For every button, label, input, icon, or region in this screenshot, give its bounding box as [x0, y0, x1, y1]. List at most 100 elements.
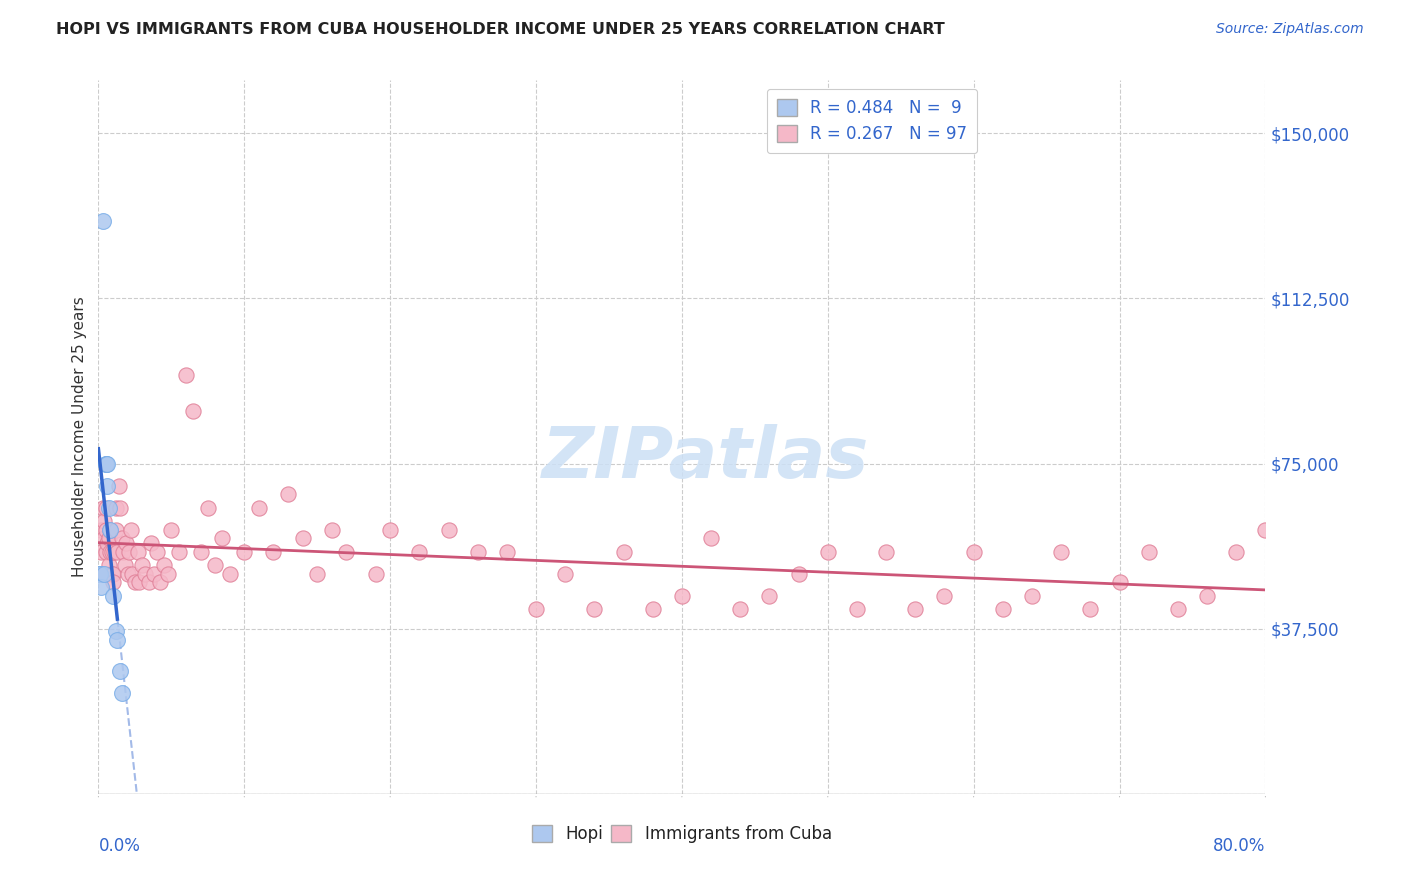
Point	[1167, 602, 1189, 616]
Point	[1021, 589, 1043, 603]
Point	[93, 514, 115, 528]
Point	[181, 403, 204, 417]
Point	[121, 566, 143, 581]
Point	[875, 544, 897, 558]
Point	[98, 544, 121, 558]
Point	[583, 602, 606, 616]
Point	[101, 566, 124, 581]
Point	[190, 544, 212, 558]
Point	[104, 523, 127, 537]
Point	[730, 602, 752, 616]
Point	[110, 664, 132, 678]
Point	[93, 566, 115, 581]
Legend: Hopi, Immigrants from Cuba: Hopi, Immigrants from Cuba	[526, 818, 838, 850]
Point	[117, 566, 139, 581]
Point	[612, 544, 634, 558]
Point	[197, 500, 219, 515]
Point	[307, 566, 329, 581]
Point	[94, 544, 117, 558]
Point	[962, 544, 984, 558]
Point	[554, 566, 576, 581]
Point	[167, 544, 190, 558]
Point	[146, 544, 169, 558]
Point	[157, 566, 180, 581]
Point	[467, 544, 489, 558]
Point	[1225, 544, 1247, 558]
Point	[1080, 602, 1102, 616]
Point	[817, 544, 839, 558]
Point	[128, 575, 150, 590]
Point	[100, 544, 122, 558]
Point	[1195, 589, 1218, 603]
Point	[91, 214, 114, 228]
Point	[131, 558, 153, 572]
Point	[671, 589, 693, 603]
Y-axis label: Householder Income Under 25 years: Householder Income Under 25 years	[72, 297, 87, 577]
Point	[94, 500, 117, 515]
Point	[1284, 544, 1306, 558]
Point	[127, 544, 149, 558]
Point	[105, 632, 128, 647]
Point	[90, 580, 112, 594]
Point	[218, 566, 240, 581]
Point	[700, 532, 723, 546]
Point	[90, 523, 112, 537]
Point	[149, 575, 172, 590]
Point	[1341, 610, 1364, 624]
Point	[100, 566, 122, 581]
Point	[934, 589, 956, 603]
Point	[1050, 544, 1073, 558]
Point	[89, 566, 111, 581]
Point	[204, 558, 226, 572]
Point	[134, 566, 156, 581]
Point	[524, 602, 547, 616]
Point	[335, 544, 357, 558]
Point	[94, 523, 117, 537]
Point	[111, 685, 134, 699]
Text: Source: ZipAtlas.com: Source: ZipAtlas.com	[1216, 22, 1364, 37]
Point	[96, 478, 118, 492]
Point	[94, 457, 117, 471]
Point	[89, 566, 111, 581]
Point	[96, 566, 118, 581]
Point	[96, 536, 118, 550]
Point	[142, 566, 165, 581]
Point	[108, 478, 131, 492]
Text: HOPI VS IMMIGRANTS FROM CUBA HOUSEHOLDER INCOME UNDER 25 YEARS CORRELATION CHART: HOPI VS IMMIGRANTS FROM CUBA HOUSEHOLDER…	[56, 22, 945, 37]
Point	[97, 558, 120, 572]
Point	[262, 544, 284, 558]
Point	[103, 544, 125, 558]
Point	[89, 566, 111, 581]
Point	[408, 544, 430, 558]
Point	[96, 457, 118, 471]
Point	[94, 457, 117, 471]
Point	[93, 532, 115, 546]
Point	[641, 602, 664, 616]
Point	[277, 487, 299, 501]
Point	[991, 602, 1014, 616]
Point	[758, 589, 780, 603]
Point	[1254, 523, 1277, 537]
Point	[787, 566, 810, 581]
Point	[138, 575, 160, 590]
Point	[91, 500, 114, 515]
Point	[118, 544, 141, 558]
Point	[321, 523, 343, 537]
Point	[904, 602, 927, 616]
Text: ZIPatlas: ZIPatlas	[541, 424, 869, 493]
Point	[101, 575, 124, 590]
Point	[90, 544, 112, 558]
Point	[97, 532, 120, 546]
Point	[174, 368, 197, 383]
Point	[101, 589, 124, 603]
Point	[211, 532, 233, 546]
Point	[380, 523, 402, 537]
Point	[115, 536, 138, 550]
Point	[110, 500, 132, 515]
Point	[105, 544, 128, 558]
Text: 80.0%: 80.0%	[1213, 837, 1265, 855]
Point	[139, 536, 162, 550]
Point	[1137, 544, 1160, 558]
Point	[112, 544, 135, 558]
Point	[247, 500, 270, 515]
